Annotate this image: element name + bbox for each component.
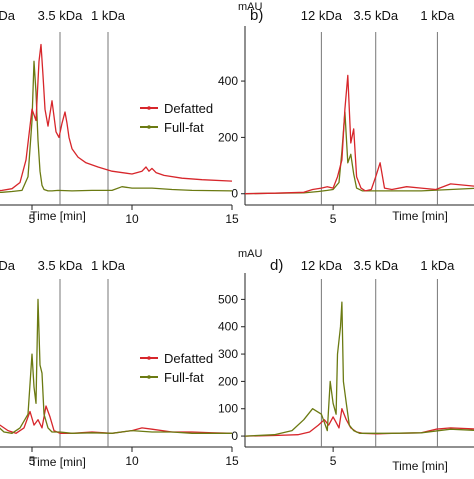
x-tick-label-a-1: 10 (125, 212, 139, 226)
series-line-d-defatted (244, 408, 474, 437)
legend-swatch-dot-a-fullfat (147, 125, 151, 129)
x-tick-label-c-1: 10 (125, 454, 139, 468)
x-tick-label-c-0: 5 (29, 454, 36, 468)
mw-marker-label-b-1: 3.5 kDa (353, 8, 399, 23)
series-line-a-fullfat (0, 60, 233, 193)
y-tick-label-b-2: 400 (218, 74, 238, 88)
y-axis-label-b: mAU (238, 1, 263, 13)
mw-marker-label-c-0: Da (0, 258, 16, 273)
mw-marker-label-b-2: 1 kDa (420, 8, 455, 23)
x-axis-label-c: Time [min] (30, 455, 86, 469)
legend-label-c-defatted: Defatted (164, 351, 213, 366)
y-tick-label-d-0: 0 (231, 429, 238, 443)
y-tick-label-d-5: 500 (218, 292, 238, 306)
x-axis-label-b: Time [min] (392, 209, 448, 223)
series-line-c-fullfat (0, 298, 232, 434)
y-axis-label-d: mAU (238, 248, 263, 260)
x-tick-label-c-2: 15 (225, 454, 239, 468)
mw-marker-label-d-0: 12 kDa (301, 258, 343, 273)
x-tick-label-a-0: 5 (29, 212, 36, 226)
series-line-c-defatted (0, 405, 233, 434)
series-line-b-defatted (244, 74, 474, 195)
mw-marker-label-a-0: Da (0, 8, 16, 23)
legend-label-c-fullfat: Full-fat (164, 370, 204, 385)
y-tick-label-d-3: 300 (218, 347, 238, 361)
legend-swatch-dot-a-defatted (147, 106, 151, 110)
y-tick-label-d-1: 100 (218, 402, 238, 416)
mw-marker-label-d-1: 3.5 kDa (353, 258, 399, 273)
legend-swatch-dot-c-fullfat (147, 375, 151, 379)
mw-marker-label-a-1: 3.5 kDa (38, 8, 84, 23)
y-tick-label-b-0: 0 (231, 187, 238, 201)
x-tick-label-a-2: 15 (225, 212, 239, 226)
y-tick-label-d-4: 400 (218, 320, 238, 334)
mw-marker-label-a-2: 1 kDa (91, 8, 126, 23)
legend-label-a-defatted: Defatted (164, 101, 213, 116)
panel-label-d: d) (270, 257, 283, 274)
panel-label-b: b) (250, 7, 263, 24)
x-axis-label-a: Time [min] (30, 209, 86, 223)
series-line-b-fullfat (244, 111, 474, 195)
legend-swatch-dot-c-defatted (147, 356, 151, 360)
x-axis-label-d: Time [min] (392, 459, 448, 473)
series-line-d-fullfat (244, 301, 474, 437)
x-tick-label-b-0: 5 (330, 212, 337, 226)
mw-marker-label-b-0: 12 kDa (301, 8, 343, 23)
y-tick-label-b-1: 200 (218, 130, 238, 144)
y-tick-label-d-2: 200 (218, 374, 238, 388)
mw-marker-label-c-2: 1 kDa (91, 258, 126, 273)
mw-marker-label-c-1: 3.5 kDa (38, 258, 84, 273)
mw-marker-label-d-2: 1 kDa (420, 258, 455, 273)
series-line-a-defatted (0, 43, 233, 192)
legend-label-a-fullfat: Full-fat (164, 120, 204, 135)
x-tick-label-d-0: 5 (330, 454, 337, 468)
